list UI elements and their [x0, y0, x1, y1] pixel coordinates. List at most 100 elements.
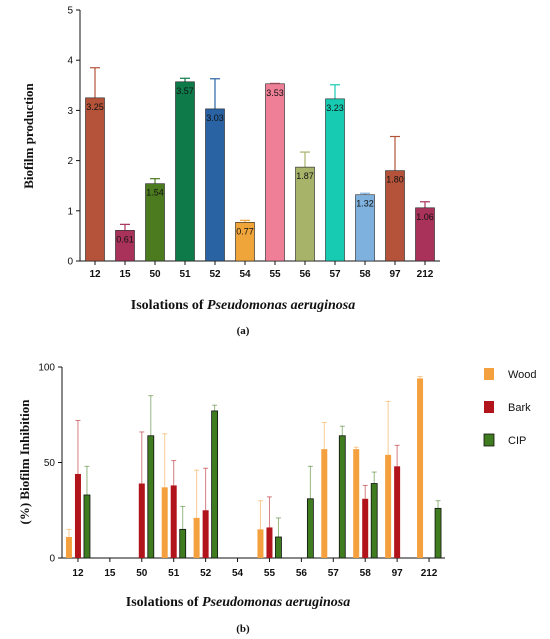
chart-a-data-label: 3.23: [326, 103, 344, 113]
chart-b-bar-cip: [338, 435, 346, 559]
chart-a-x-tick-label: 212: [417, 269, 434, 280]
chart-b-bar-cip: [83, 494, 91, 559]
chart-a-data-label: 3.03: [206, 113, 224, 123]
chart-b-x-tick-label: 55: [264, 568, 276, 579]
chart-a-x-tick-label: 15: [119, 269, 131, 280]
chart-a-x-ticks: 12 15 50 51 52 54 55 56 57 58 97 212: [89, 261, 434, 280]
chart-b-x-axis-label-italic: Pseudomonas aeruginosa: [202, 595, 350, 610]
chart-b-bar-wood: [353, 449, 360, 558]
chart-a-data-label: 3.57: [176, 86, 194, 96]
chart-a-bar: [85, 97, 105, 262]
chart-a-y-tick-label: 2: [67, 156, 73, 167]
chart-b-y-tick-label: 0: [49, 554, 55, 565]
chart-a-bar: [205, 108, 225, 262]
chart-a-y-tick-label: 1: [67, 206, 73, 217]
chart-b-legend-label: Wood: [508, 369, 537, 381]
chart-b-legend-label: Bark: [508, 402, 531, 414]
chart-a-data-label: 1.87: [296, 171, 314, 181]
chart-b: 0 50 100 12 15 50 51 52 54 55 56 57 58 97 212 (%) Bio…: [17, 363, 537, 636]
chart-b-legend-label: CIP: [508, 435, 526, 447]
chart-b-x-tick-label: 50: [136, 568, 148, 579]
chart-a-bar: [175, 81, 195, 262]
chart-a-x-tick-label: 56: [299, 269, 311, 280]
chart-a-bar: [265, 83, 285, 262]
chart-b-bar-bark: [266, 527, 273, 558]
chart-b-legend-swatch: [484, 368, 494, 380]
chart-b-x-tick-label: 12: [72, 568, 84, 579]
chart-a-x-tick-label: 55: [269, 269, 281, 280]
chart-a-data-label: 1.54: [146, 188, 164, 198]
chart-b-x-tick-label: 212: [421, 568, 438, 579]
chart-a-x-tick-label: 97: [389, 269, 401, 280]
chart-b-bar-bark: [394, 466, 401, 558]
chart-b-bar-cip: [147, 435, 155, 559]
chart-b-bar-cip: [211, 410, 219, 559]
chart-b-bar-cip: [434, 507, 442, 559]
chart-b-x-tick-label: 97: [392, 568, 404, 579]
chart-a-data-label: 1.32: [356, 199, 374, 209]
chart-b-bar-bark: [74, 473, 81, 558]
chart-b-bar-wood: [385, 454, 392, 558]
chart-b-x-axis-label-prefix: Isolations of: [126, 595, 202, 610]
chart-a-y-tick-label: 4: [67, 56, 73, 67]
panel-b-label: (b): [236, 623, 250, 635]
chart-a-x-tick-label: 50: [149, 269, 161, 280]
chart-a-x-tick-label: 58: [359, 269, 371, 280]
chart-b-x-tick-label: 56: [296, 568, 308, 579]
panel-a-label: (a): [237, 325, 250, 337]
chart-a-x-tick-label: 52: [209, 269, 221, 280]
chart-b-bar-wood: [65, 536, 72, 558]
chart-a-y-tick-label: 0: [67, 257, 73, 268]
chart-b-bar-bark: [138, 483, 145, 558]
chart-a-data-label: 0.77: [236, 226, 254, 236]
chart-b-bars: [65, 376, 442, 559]
chart-b-bar-wood: [161, 487, 168, 558]
chart-b-bar-wood: [193, 517, 200, 558]
chart-b-legend: Wood Bark CIP: [483, 368, 537, 447]
chart-a-y-axis-label: Biofilm production: [21, 82, 36, 188]
chart-a-x-axis-label: Isolations of Pseudomonas aeruginosa: [131, 298, 355, 313]
chart-a-x-tick-label: 57: [329, 269, 341, 280]
chart-b-bar-cip: [370, 483, 378, 559]
chart-b-y-axis-label: (%) Biofilm Inhibition: [17, 399, 32, 525]
chart-a-y-ticks: 0 1 2 3 4 5: [67, 6, 440, 268]
chart-a-x-tick-label: 51: [179, 269, 191, 280]
chart-b-x-tick-label: 51: [168, 568, 180, 579]
chart-a-x-axis-label-prefix: Isolations of: [131, 298, 207, 313]
chart-a-data-label: 3.53: [266, 88, 284, 98]
chart-b-y-tick-label: 100: [38, 363, 55, 374]
chart-b-bar-bark: [362, 498, 369, 558]
chart-a-y-tick-label: 5: [67, 6, 73, 17]
chart-b-x-ticks: 12 15 50 51 52 54 55 56 57 58 97 212: [72, 558, 438, 579]
chart-b-legend-swatch: [483, 433, 495, 447]
chart-a-x-tick-label: 54: [239, 269, 251, 280]
chart-a-y-tick-label: 3: [67, 106, 73, 117]
chart-a-x-tick-label: 12: [89, 269, 101, 280]
chart-a-data-label: 1.06: [416, 212, 434, 222]
chart-b-x-tick-label: 52: [200, 568, 212, 579]
chart-a-bars: 3.25 0.61 1.54 3.57 3.03 0.77 3.53 1.87 3.23 1.32…: [85, 67, 435, 262]
chart-b-bar-cip: [275, 536, 282, 559]
chart-b-x-tick-label: 58: [360, 568, 372, 579]
chart-a-x-axis-label-italic: Pseudomonas aeruginosa: [207, 298, 355, 313]
chart-b-bar-wood: [321, 449, 328, 558]
chart-a-data-label: 0.61: [116, 234, 134, 244]
chart-b-x-axis-label: Isolations of Pseudomonas aeruginosa: [126, 595, 350, 610]
chart-a-bar: [295, 166, 315, 262]
chart-b-x-tick-label: 54: [232, 568, 244, 579]
chart-b-bar-bark: [170, 485, 177, 558]
chart-b-bar-cip: [179, 528, 187, 559]
chart-b-x-tick-label: 57: [328, 568, 340, 579]
chart-b-bar-wood: [257, 529, 264, 558]
chart-b-legend-swatch: [484, 401, 494, 413]
chart-b-bar-wood: [417, 378, 424, 558]
chart-b-y-tick-label: 50: [44, 458, 56, 469]
chart-b-bar-bark: [202, 510, 209, 558]
chart-b-bar-cip: [306, 498, 314, 559]
chart-b-x-tick-label: 15: [104, 568, 116, 579]
chart-a-bar: [325, 98, 345, 262]
chart-b-y-ticks: 0 50 100: [38, 363, 445, 565]
chart-a-data-label: 1.80: [386, 175, 404, 185]
